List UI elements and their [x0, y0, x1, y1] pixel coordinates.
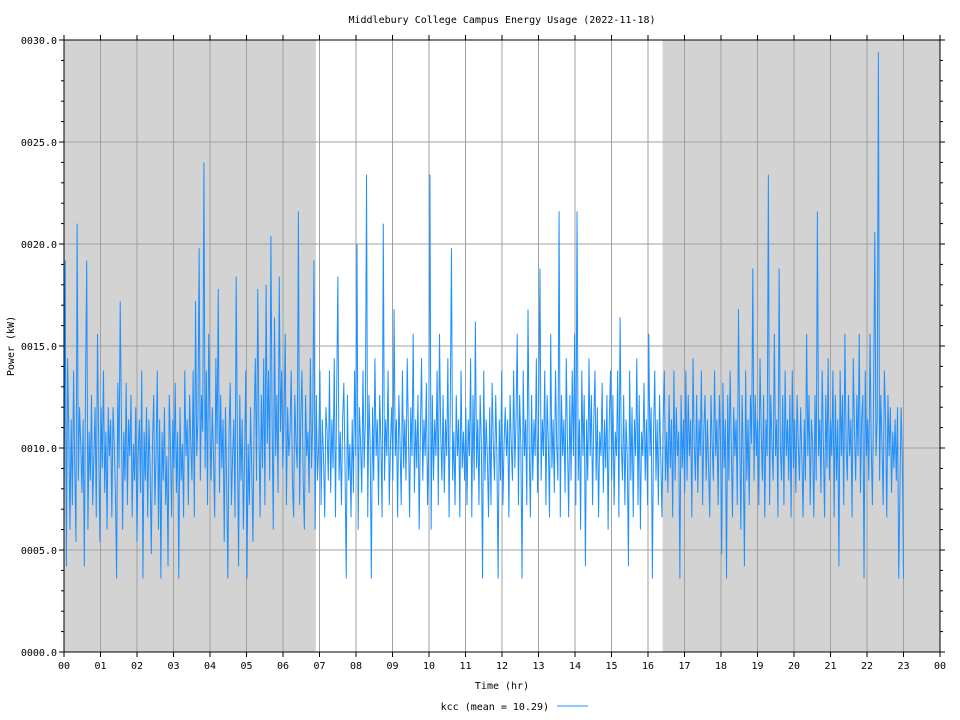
x-tick-label: 02 — [131, 661, 143, 672]
x-tick-label: 00 — [58, 661, 70, 672]
x-tick-label: 09 — [386, 661, 398, 672]
x-tick-label: 08 — [350, 661, 362, 672]
x-tick-label: 04 — [204, 661, 216, 672]
x-tick-label: 07 — [313, 661, 325, 672]
y-tick-label: 0030.0 — [21, 36, 57, 47]
x-tick-label: 10 — [423, 661, 435, 672]
x-tick-label: 20 — [788, 661, 800, 672]
x-tick-label: 15 — [605, 661, 617, 672]
x-axis-label: Time (hr) — [475, 681, 529, 692]
y-axis-label: Power (kW) — [6, 316, 17, 376]
series-line-0 — [63, 52, 904, 579]
legend: kcc (mean = 10.29) — [441, 702, 588, 713]
x-tick-label: 14 — [569, 661, 581, 672]
x-tick-label: 22 — [861, 661, 873, 672]
legend-label: kcc (mean = 10.29) — [441, 702, 549, 713]
x-tick-label: 16 — [642, 661, 654, 672]
chart-title: Middlebury College Campus Energy Usage (… — [348, 15, 655, 26]
x-tick-label: 11 — [459, 661, 471, 672]
x-tick-label: 18 — [715, 661, 727, 672]
y-tick-label: 0005.0 — [21, 546, 57, 557]
y-tick-label: 0015.0 — [21, 342, 57, 353]
axis-ticks: 00 01 02 03 04 05 06 07 08 09 10 11 12 13 14 15 16 17 18 19… — [21, 35, 946, 672]
x-tick-label: 13 — [532, 661, 544, 672]
y-tick-label: 0020.0 — [21, 240, 57, 251]
x-tick-label: 12 — [496, 661, 508, 672]
x-tick-label: 05 — [240, 661, 252, 672]
x-tick-label: 03 — [167, 661, 179, 672]
series-lines — [63, 52, 904, 579]
x-tick-label: 23 — [897, 661, 909, 672]
x-tick-label: 00 — [934, 661, 946, 672]
y-tick-label: 0000.0 — [21, 648, 57, 659]
y-tick-label: 0010.0 — [21, 444, 57, 455]
x-tick-label: 06 — [277, 661, 289, 672]
x-tick-label: 21 — [824, 661, 836, 672]
x-tick-label: 17 — [678, 661, 690, 672]
x-tick-label: 19 — [751, 661, 763, 672]
y-tick-label: 0025.0 — [21, 138, 57, 149]
x-tick-label: 01 — [94, 661, 106, 672]
